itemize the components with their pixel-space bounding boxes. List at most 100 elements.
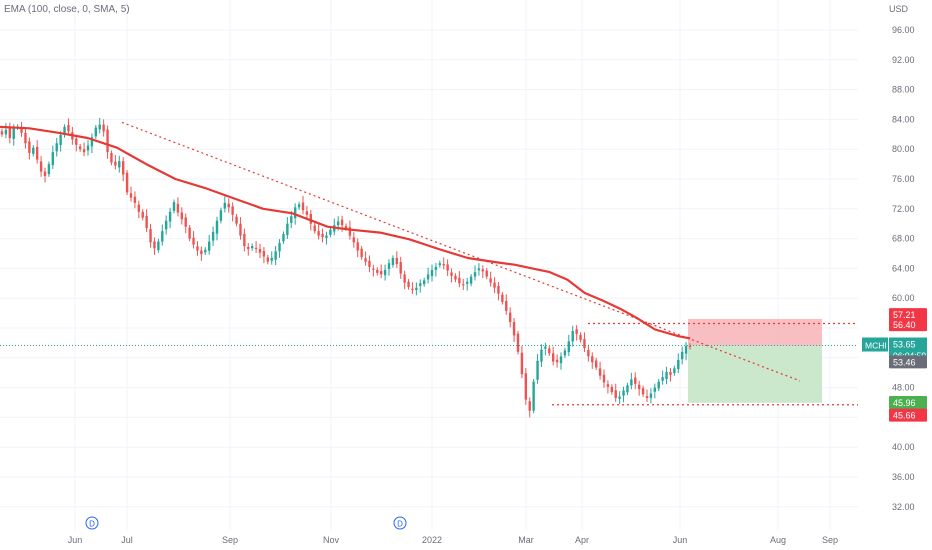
candle-body <box>591 356 594 363</box>
ema-100-line[interactable] <box>0 125 691 340</box>
candle-body <box>215 220 219 234</box>
dividend-marker-label: D <box>397 520 403 529</box>
last-price-label: 53.65 <box>893 340 916 350</box>
candle <box>360 246 363 260</box>
candle-body <box>669 371 672 375</box>
candle <box>532 379 535 414</box>
dividend-marker-label: D <box>89 520 95 529</box>
trendline[interactable] <box>121 121 801 382</box>
candle-body <box>434 266 438 270</box>
currency-label: USD <box>888 4 908 14</box>
candle <box>563 347 567 359</box>
candle-body <box>219 210 223 221</box>
dividend-marker <box>393 516 407 530</box>
candle-body <box>325 235 328 239</box>
candle <box>391 255 395 268</box>
range-lines[interactable] <box>552 322 858 406</box>
candle <box>450 268 453 283</box>
candle-body <box>207 241 211 251</box>
candle <box>508 307 512 328</box>
candle-body <box>20 128 23 133</box>
candle-body <box>86 145 90 151</box>
candle-body <box>641 388 645 395</box>
candle <box>606 380 610 394</box>
candle-body <box>594 360 598 368</box>
candle-body <box>555 359 559 363</box>
candle <box>481 265 485 279</box>
candle <box>614 383 617 402</box>
position-zones[interactable] <box>688 318 822 403</box>
candle-body <box>153 241 156 249</box>
price-axis[interactable]: 96.00 92.00 88.00 84.00 80.00 76.00 72.00 68.00… <box>892 25 915 512</box>
candle <box>505 294 508 315</box>
candle <box>637 380 641 396</box>
candle-body <box>645 396 649 399</box>
candle <box>575 325 578 341</box>
candle-body <box>677 360 680 370</box>
candle-body <box>329 229 332 235</box>
stop-bottom-label-bg <box>889 318 927 332</box>
candle-body <box>184 217 187 227</box>
candle <box>125 170 129 196</box>
candle-body <box>196 246 199 251</box>
candle-body <box>274 251 277 260</box>
candle-body <box>75 138 78 145</box>
candle-body <box>516 333 520 352</box>
candle-body <box>649 393 653 399</box>
candle <box>247 242 250 256</box>
candle-body <box>55 143 58 152</box>
y-tick-label: 40.00 <box>892 442 915 452</box>
candle <box>430 264 434 282</box>
candle <box>223 196 227 213</box>
candle-body <box>141 211 144 218</box>
candle <box>399 256 402 279</box>
candle <box>39 156 43 177</box>
candle-body <box>493 282 496 288</box>
candle <box>0 128 4 137</box>
candle-body <box>161 231 164 242</box>
candle-body <box>665 371 668 379</box>
candle <box>598 361 602 380</box>
candle-body <box>442 264 445 266</box>
candle-body <box>192 237 195 245</box>
candle <box>528 397 531 418</box>
candle-body <box>313 225 316 232</box>
indicator-legend[interactable]: EMA (100, close, 0, SMA, 5) <box>4 4 130 15</box>
time-axis[interactable]: Jun Jul Sep Nov 2022 Mar Apr Jun Aug Sep D D <box>68 516 838 545</box>
candle-body <box>78 146 82 150</box>
candle-body <box>395 257 399 264</box>
candle-body <box>266 257 270 262</box>
candle-body <box>340 219 344 226</box>
candle-body <box>426 274 430 280</box>
candle-body <box>39 161 43 172</box>
candle-body <box>559 356 563 364</box>
candle-body <box>567 341 571 353</box>
candle-body <box>528 401 531 411</box>
candle-body <box>419 283 422 286</box>
candle <box>24 127 27 149</box>
candle <box>317 224 320 240</box>
grid-lines <box>0 0 858 530</box>
candle-body <box>688 345 692 347</box>
candle-body <box>618 396 621 399</box>
candle-body <box>106 129 109 153</box>
candle-body <box>180 212 184 220</box>
candle <box>442 257 445 270</box>
candle <box>219 207 223 224</box>
candle <box>516 331 520 355</box>
candle <box>426 267 430 284</box>
candle-body <box>98 124 101 130</box>
candle <box>55 137 58 157</box>
candle <box>645 389 649 402</box>
candle <box>164 215 168 235</box>
y-tick-label: 92.00 <box>892 55 915 65</box>
descending-trendline[interactable] <box>121 121 801 382</box>
candle <box>67 118 70 136</box>
candle-body <box>250 246 254 249</box>
ema-line[interactable] <box>0 125 691 340</box>
candle <box>649 388 653 404</box>
candle <box>677 353 680 374</box>
candle-body <box>544 346 547 349</box>
candle-body <box>348 227 352 236</box>
